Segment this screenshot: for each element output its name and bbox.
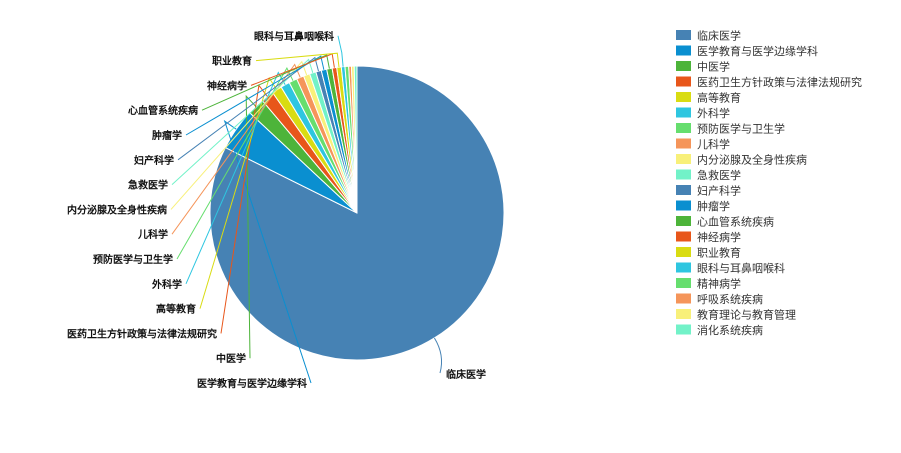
legend-swatch [676, 138, 691, 149]
slice-label: 医学教育与医学边缘学科 [197, 377, 307, 390]
slice-label: 妇产科学 [133, 154, 174, 167]
legend-item[interactable]: 职业教育 [676, 246, 741, 260]
legend-label: 呼吸系统疾病 [697, 292, 763, 306]
legend-swatch [676, 92, 691, 102]
slice-label: 预防医学与卫生学 [93, 253, 173, 266]
legend-swatch [676, 30, 691, 40]
slice-label: 急救医学 [128, 179, 168, 192]
legend-label: 精神病学 [697, 277, 741, 291]
legend-label: 神经病学 [697, 230, 741, 244]
slice-label: 外科学 [151, 278, 182, 291]
legend-label: 教育理论与教育管理 [697, 308, 796, 322]
leader-line [170, 60, 308, 210]
legend-label: 医学教育与医学边缘学科 [697, 44, 818, 58]
legend-item[interactable]: 教育理论与教育管理 [676, 308, 796, 322]
legend-swatch [676, 216, 691, 226]
label-leader-lines [170, 35, 443, 384]
legend-swatch [676, 45, 691, 56]
legend-item[interactable]: 内分泌腺及全身性疾病 [676, 153, 807, 167]
legend-item[interactable]: 预防医学与卫生学 [676, 122, 785, 136]
legend-item[interactable]: 眼科与耳鼻咽喉科 [676, 261, 785, 275]
legend-swatch [676, 61, 691, 71]
legend-swatch [676, 324, 691, 335]
leader-line [337, 35, 344, 67]
legend-label: 眼科与耳鼻咽喉科 [697, 261, 785, 275]
legend-swatch [676, 154, 691, 164]
legend-label: 肿瘤学 [697, 199, 730, 213]
leader-line [177, 56, 319, 161]
legend-label: 临床医学 [697, 29, 741, 43]
legend-item[interactable]: 高等教育 [676, 91, 741, 105]
pie-slice[interactable] [353, 65, 358, 214]
leader-line [185, 55, 325, 136]
legend-label: 预防医学与卫生学 [697, 122, 785, 136]
leader-line [201, 54, 330, 111]
leader-line [176, 67, 294, 260]
slice-label: 心血管系统疾病 [128, 104, 198, 117]
slice-label: 眼科与耳鼻咽喉科 [254, 30, 334, 43]
legend-swatch [676, 169, 691, 180]
slice-label: 神经病学 [207, 79, 247, 92]
legend-swatch [676, 247, 691, 257]
legend-label: 医药卫生方针政策与法律法规研究 [697, 75, 862, 89]
legend-item[interactable]: 呼吸系统疾病 [676, 292, 763, 306]
legend-item[interactable]: 急救医学 [676, 168, 741, 182]
legend-label: 消化系统疾病 [697, 323, 763, 337]
legend-swatch [676, 293, 691, 304]
legend-swatch [676, 231, 691, 242]
legend-item[interactable]: 外科学 [676, 106, 730, 120]
legend-label: 妇产科学 [697, 184, 741, 198]
pie-slices [209, 65, 505, 361]
legend-item[interactable]: 妇产科学 [676, 184, 741, 198]
legend-label: 儿科学 [697, 137, 730, 151]
legend-item[interactable]: 神经病学 [676, 230, 741, 244]
legend-label: 外科学 [697, 106, 730, 120]
legend-label: 急救医学 [697, 168, 741, 182]
legend-label: 高等教育 [697, 91, 741, 105]
slice-label: 儿科学 [137, 228, 168, 241]
legend-item[interactable]: 消化系统疾病 [676, 323, 763, 337]
legend-item[interactable]: 肿瘤学 [676, 199, 730, 213]
legend-item[interactable]: 精神病学 [676, 277, 741, 291]
legend-swatch [676, 200, 691, 211]
slice-label: 职业教育 [212, 55, 252, 68]
leader-line [255, 52, 340, 68]
legend-item[interactable]: 儿科学 [676, 137, 730, 151]
slice-label: 内分泌腺及全身性疾病 [67, 203, 167, 216]
legend-item[interactable]: 临床医学 [676, 29, 741, 43]
leader-line [171, 63, 301, 235]
legend-swatch [676, 107, 691, 118]
slice-label: 肿瘤学 [152, 129, 182, 142]
legend-swatch [676, 262, 691, 273]
slice-label: 医药卫生方针政策与法律法规研究 [67, 327, 217, 340]
legend-item[interactable]: 医学教育与医学边缘学科 [676, 44, 818, 58]
legend-label: 心血管系统疾病 [697, 215, 774, 229]
legend-label: 内分泌腺及全身性疾病 [697, 153, 807, 167]
slice-label: 临床医学 [446, 368, 486, 381]
legend-swatch [676, 123, 691, 133]
legend-swatch [676, 309, 691, 319]
legend[interactable]: 临床医学医学教育与医学边缘学科中医学医药卫生方针政策与法律法规研究高等教育外科学… [676, 29, 862, 338]
legend-item[interactable]: 医药卫生方针政策与法律法规研究 [676, 75, 862, 89]
leader-line [433, 337, 443, 374]
legend-swatch [676, 76, 691, 87]
leader-line [245, 94, 257, 359]
legend-item[interactable]: 心血管系统疾病 [676, 215, 774, 229]
legend-label: 职业教育 [697, 246, 741, 260]
leader-line [171, 58, 314, 185]
legend-swatch [676, 185, 691, 195]
leader-line [223, 119, 312, 384]
slice-label: 中医学 [216, 352, 246, 365]
legend-label: 中医学 [697, 60, 730, 74]
legend-swatch [676, 278, 691, 288]
legend-item[interactable]: 中医学 [676, 60, 730, 74]
slice-label: 高等教育 [156, 303, 196, 316]
